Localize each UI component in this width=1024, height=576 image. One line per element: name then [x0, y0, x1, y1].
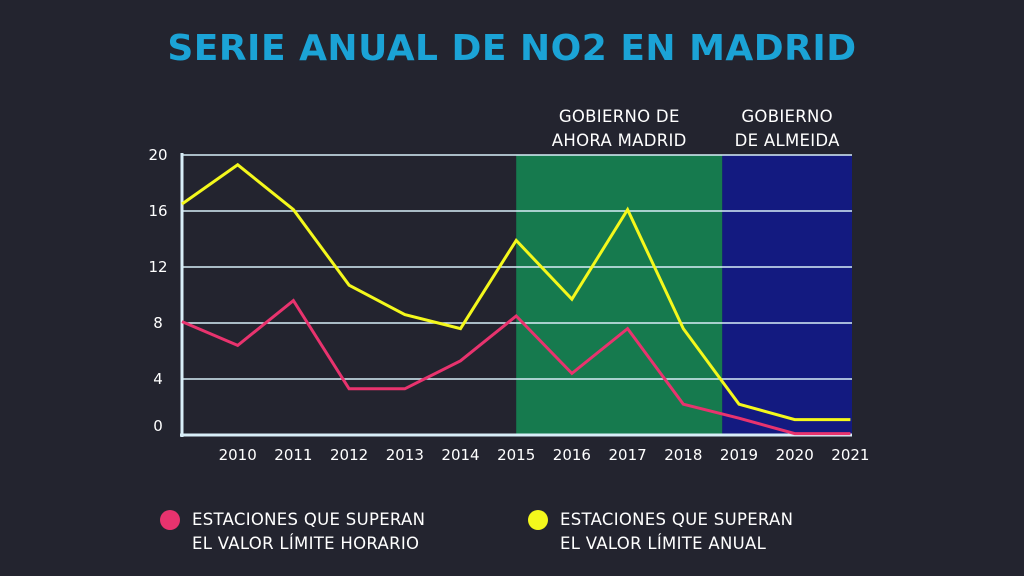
x-tick-label: 2014: [441, 446, 479, 464]
x-tick-label: 2011: [274, 446, 312, 464]
tick-labels: 0 4 8 12 16 20 2010 2011 2012 2013 2014 2015 2016 201…: [148, 146, 869, 464]
band-ahora-madrid: [516, 155, 723, 435]
band-label-line1: GOBIERNO DE: [559, 107, 680, 126]
x-tick-label: 2019: [720, 446, 758, 464]
chart-title: SERIE ANUAL DE NO2 EN MADRID: [167, 28, 857, 69]
x-tick-label: 2018: [664, 446, 702, 464]
band-label-line2: DE ALMEIDA: [735, 131, 840, 150]
x-tick-label: 2020: [776, 446, 814, 464]
y-tick-label: 16: [148, 202, 167, 220]
legend-label-horario: ESTACIONES QUE SUPERAN EL VALOR LÍMITE H…: [192, 510, 426, 553]
y-tick-label: 20: [148, 146, 167, 164]
government-bands: GOBIERNO DE AHORA MADRID GOBIERNO DE ALMEID…: [516, 107, 852, 435]
x-tick-label: 2017: [609, 446, 647, 464]
legend-item-anual: ESTACIONES QUE SUPERAN EL VALOR LÍMITE A…: [528, 508, 793, 556]
band-almeida: [722, 155, 852, 435]
legend-label-anual: ESTACIONES QUE SUPERAN EL VALOR LÍMITE A…: [560, 510, 794, 553]
line-chart: GOBIERNO DE AHORA MADRID GOBIERNO DE ALMEID…: [148, 107, 869, 464]
y-tick-label: 8: [153, 314, 163, 332]
x-tick-label: 2015: [497, 446, 535, 464]
legend-item-horario: ESTACIONES QUE SUPERAN EL VALOR LÍMITE H…: [160, 508, 425, 556]
y-tick-label: 12: [148, 258, 167, 276]
band-label-line2: AHORA MADRID: [552, 131, 687, 150]
band-label-line1: GOBIERNO: [741, 107, 833, 126]
x-tick-label: 2013: [386, 446, 424, 464]
axes: [180, 153, 852, 437]
y-tick-label: 4: [153, 370, 163, 388]
y-tick-label: 0: [153, 417, 163, 435]
x-tick-label: 2021: [831, 446, 869, 464]
data-series: [181, 162, 851, 436]
x-tick-label: 2012: [330, 446, 368, 464]
legend-dot-anual: [528, 510, 548, 530]
legend-dot-horario: [160, 510, 180, 530]
x-tick-label: 2010: [219, 446, 257, 464]
x-tick-label: 2016: [553, 446, 591, 464]
